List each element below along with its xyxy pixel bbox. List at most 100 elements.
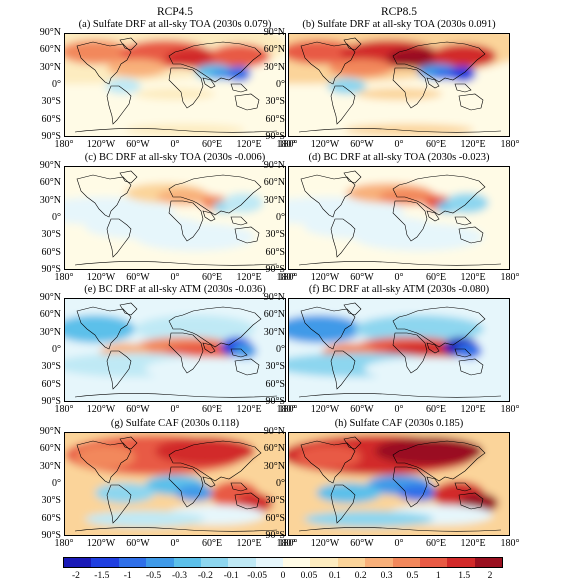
lon-tick-label: 120°E [236,538,262,549]
lon-tick-label: 120°W [86,272,116,283]
colorbar-swatch [392,558,420,567]
lon-tick-label: 180° [276,404,296,415]
map-frame [288,298,510,402]
map-frame [288,166,510,270]
lat-tick-label: 90°S [265,131,285,142]
lat-tick-label: 60°S [265,378,285,390]
lon-tick-label: 60°E [201,404,223,415]
lat-tick-label: 0° [52,79,61,90]
lon-tick-label: 60°W [350,272,374,283]
lat-tick-label: 0° [276,344,285,355]
map-panel-sulfate-caf-rcp85: (h) Sulfate CAF (2030s 0.185) 90°N 60°N 30°… [264,418,520,549]
lon-tick-label: 180° [500,404,520,415]
lat-tick-label: 60°S [265,113,285,125]
lat-tick-label: 90°N [39,292,61,303]
colorbar-tick-label: 0.1 [328,571,341,581]
panel-title: (b) Sulfate DRF at all-sky TOA (2030s 0.… [302,19,496,30]
lon-tick-label: 180° [276,272,296,283]
lat-tick-label: 30°N [263,460,285,472]
lat-tick-label: 90°N [263,27,285,38]
lon-tick-label: 60°E [425,404,447,415]
colorbar-swatch [200,558,229,567]
map-panel-bc-drf-toa-rcp85: (d) BC DRF at all-sky TOA (2030s -0.023)… [264,152,520,283]
colorbar-tick-label: 2 [487,571,493,581]
lon-tick-label: 60°E [425,272,447,283]
colorbar-tick-label: -0.5 [146,571,162,581]
lat-tick-label: 90°S [265,396,285,407]
lon-tick-label: 60°W [350,404,374,415]
lon-tick-label: 0° [394,139,404,150]
colorbar-swatch [173,558,201,567]
lat-tick-label: 30°N [263,326,285,338]
lon-tick-label: 60°W [350,538,374,549]
lat-tick-label: 90°S [265,264,285,275]
lon-tick-label: 120°E [236,404,262,415]
map-panel-sulfate-caf-rcp45: (g) Sulfate CAF (2030s 0.118) 90°N 60°N 30°… [40,418,296,549]
lon-tick-label: 180° [500,538,520,549]
lon-tick-label: 60°W [126,538,150,549]
colorbar-tick-label: -2 [71,571,80,581]
map-frame [288,33,510,137]
map-field [65,433,285,535]
colorbar-swatch [91,558,119,567]
lat-tick-label: 90°S [41,131,61,142]
map-field [65,34,285,136]
lon-tick-label: 60°E [201,139,223,150]
colorbar-swatch [64,558,92,567]
lat-tick-label: 90°S [265,530,285,541]
colorbar-tick-label: -0.05 [247,571,268,581]
map-panel-bc-drf-atm-rcp85: (f) BC DRF at all-sky ATM (2030s -0.080)… [264,284,520,415]
lat-tick-label: 30°N [39,460,61,472]
map-frame [64,298,286,402]
colorbar-tick-label: 1.5 [458,571,471,581]
lon-tick-label: 120°W [86,538,116,549]
panel-title: (g) Sulfate CAF (2030s 0.118) [110,418,240,429]
colorbar-swatch [419,558,448,567]
colorbar-swatch [365,558,393,567]
lat-tick-label: 60°N [263,44,285,56]
panel-title: (a) Sulfate DRF at all-sky TOA (2030s 0.… [78,19,272,30]
lon-tick-label: 180° [500,272,520,283]
lon-tick-label: 120°W [86,139,116,150]
panel-title: (c) BC DRF at all-sky TOA (2030s -0.006) [84,152,266,163]
lon-tick-label: 120°E [460,139,486,150]
lat-tick-label: 30°S [265,229,285,241]
lat-tick-label: 30°N [263,194,285,206]
colorbar-swatch [337,558,366,567]
lat-tick-label: 90°S [41,396,61,407]
lon-tick-label: 120°E [460,272,486,283]
map-frame [288,432,510,536]
lon-tick-label: 180° [500,139,520,150]
panel-title: (f) BC DRF at all-sky ATM (2030s -0.080) [308,284,490,295]
colorbar-tick-label: 0.5 [406,571,419,581]
lat-tick-label: 60°S [41,113,61,125]
lon-tick-label: 60°W [126,272,150,283]
panel-title: (h) Sulfate CAF (2030s 0.185) [334,418,464,429]
panel-title: (d) BC DRF at all-sky TOA (2030s -0.023) [308,152,490,163]
lon-tick-label: 180° [276,538,296,549]
map-frame [64,432,286,536]
lat-tick-label: 0° [52,344,61,355]
map-field [289,299,509,401]
lat-tick-label: 90°N [263,426,285,437]
lat-tick-label: 90°S [41,530,61,541]
lon-tick-label: 180° [54,272,74,283]
lon-tick-label: 180° [54,139,74,150]
colorbar [63,557,503,568]
lon-tick-label: 0° [394,404,404,415]
lat-tick-label: 90°N [263,292,285,303]
lat-tick-label: 60°N [263,309,285,321]
map-panel-bc-drf-atm-rcp45: (e) BC DRF at all-sky ATM (2030s -0.036)… [40,284,296,415]
lat-tick-label: 90°S [41,264,61,275]
map-field [289,433,509,535]
colorbar-tick-label: 0 [280,571,286,581]
lat-tick-label: 30°S [41,96,61,108]
lat-tick-label: 0° [52,212,61,223]
lon-tick-label: 60°E [425,139,447,150]
map-field [289,34,509,136]
panel-title: (e) BC DRF at all-sky ATM (2030s -0.036) [84,284,266,295]
lon-tick-label: 60°W [126,139,150,150]
lon-tick-label: 180° [54,404,74,415]
lat-tick-label: 60°S [265,246,285,258]
lat-tick-label: 60°N [39,309,61,321]
